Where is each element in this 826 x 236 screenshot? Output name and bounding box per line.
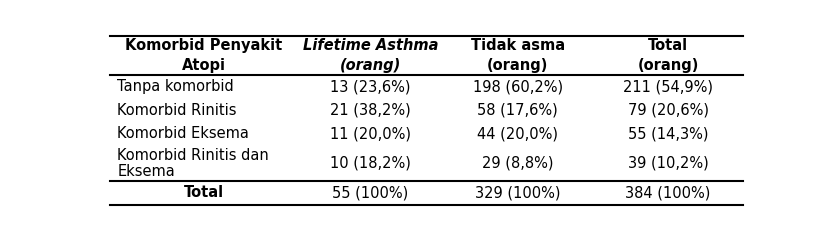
Text: 13 (23,6%): 13 (23,6%) bbox=[330, 79, 411, 94]
Text: Komorbid Penyakit: Komorbid Penyakit bbox=[126, 38, 282, 53]
Text: 55 (14,3%): 55 (14,3%) bbox=[628, 126, 709, 141]
Text: Komorbid Rinitis dan: Komorbid Rinitis dan bbox=[117, 148, 269, 163]
Text: 10 (18,2%): 10 (18,2%) bbox=[330, 156, 411, 171]
Text: Eksema: Eksema bbox=[117, 164, 175, 179]
Text: Tidak asma: Tidak asma bbox=[471, 38, 565, 53]
Text: Komorbid Eksema: Komorbid Eksema bbox=[117, 126, 249, 141]
Text: (orang): (orang) bbox=[638, 58, 699, 73]
Text: 11 (20,0%): 11 (20,0%) bbox=[330, 126, 411, 141]
Text: 79 (20,6%): 79 (20,6%) bbox=[628, 103, 709, 118]
Text: 198 (60,2%): 198 (60,2%) bbox=[472, 79, 563, 94]
Text: (orang): (orang) bbox=[339, 58, 401, 73]
Text: 55 (100%): 55 (100%) bbox=[332, 185, 409, 200]
Text: Tanpa komorbid: Tanpa komorbid bbox=[117, 79, 234, 94]
Text: 21 (38,2%): 21 (38,2%) bbox=[330, 103, 411, 118]
Text: 58 (17,6%): 58 (17,6%) bbox=[477, 103, 558, 118]
Text: Lifetime Asthma: Lifetime Asthma bbox=[303, 38, 439, 53]
Text: 44 (20,0%): 44 (20,0%) bbox=[477, 126, 558, 141]
Text: 211 (54,9%): 211 (54,9%) bbox=[623, 79, 713, 94]
Text: Total: Total bbox=[648, 38, 688, 53]
Text: 39 (10,2%): 39 (10,2%) bbox=[628, 156, 709, 171]
Text: Total: Total bbox=[184, 185, 224, 200]
Text: Komorbid Rinitis: Komorbid Rinitis bbox=[117, 103, 237, 118]
Text: Atopi: Atopi bbox=[182, 58, 226, 73]
Text: 329 (100%): 329 (100%) bbox=[475, 185, 561, 200]
Text: 384 (100%): 384 (100%) bbox=[625, 185, 711, 200]
Text: 29 (8,8%): 29 (8,8%) bbox=[482, 156, 553, 171]
Text: (orang): (orang) bbox=[487, 58, 548, 73]
